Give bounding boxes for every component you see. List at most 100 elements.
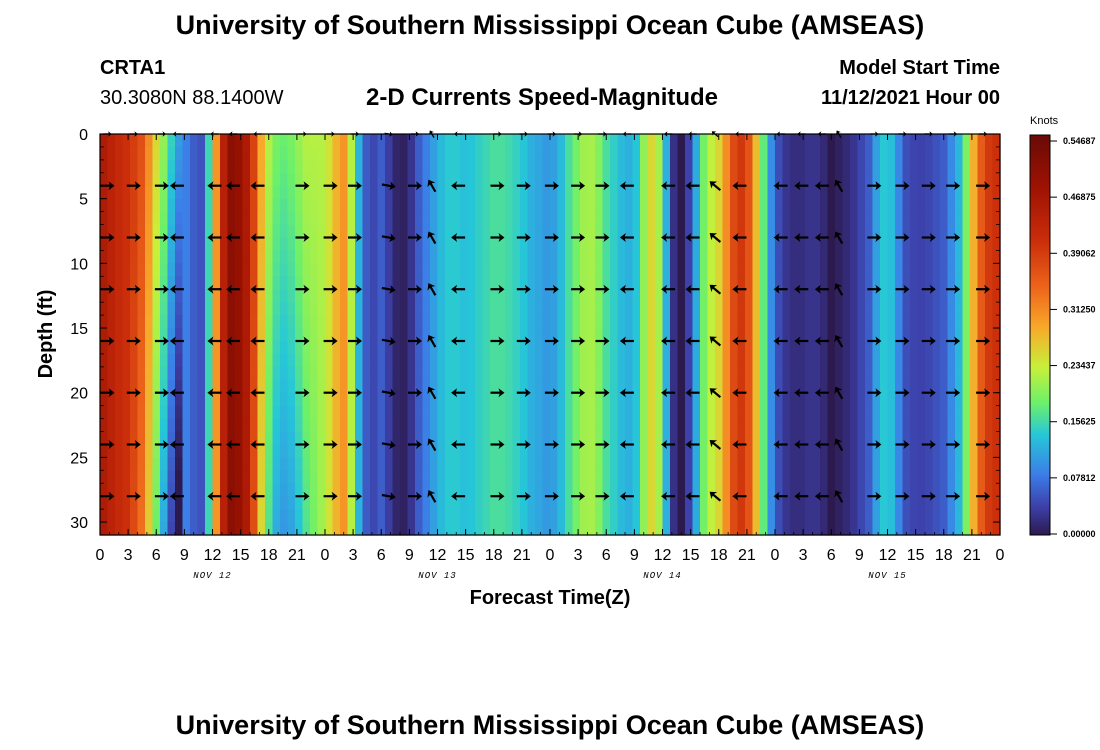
heat-cell — [550, 522, 559, 536]
heat-cell — [857, 379, 866, 394]
heat-cell — [407, 185, 416, 200]
heat-cell — [137, 328, 146, 342]
heat-cell — [872, 405, 881, 420]
heat-cell — [880, 185, 889, 200]
heat-cell — [145, 392, 154, 407]
day-label: NOV 12 — [193, 571, 231, 581]
heat-cell — [617, 340, 626, 355]
heat-cell — [527, 198, 536, 213]
heat-cell — [310, 457, 319, 471]
heat-cell — [580, 431, 589, 446]
current-arrow-head — [226, 440, 233, 449]
heat-cell — [355, 159, 364, 174]
heat-cell — [872, 146, 881, 161]
heat-cell — [220, 172, 229, 187]
heat-cell — [257, 172, 266, 187]
heat-cell — [685, 366, 694, 381]
heat-cell — [272, 444, 281, 458]
heat-cell — [617, 224, 626, 239]
current-arrow — [250, 233, 265, 242]
heat-cell — [767, 134, 776, 148]
current-arrow — [709, 440, 722, 450]
heat-cell — [340, 250, 349, 264]
heat-cell — [707, 366, 716, 381]
heat-cell — [347, 405, 356, 420]
heat-cell — [730, 431, 739, 446]
heat-cell — [550, 444, 559, 458]
heat-cell — [902, 405, 911, 420]
heat-cell — [902, 431, 911, 446]
heat-cell — [400, 146, 409, 161]
heat-cell — [482, 444, 491, 458]
heat-cell — [385, 470, 394, 484]
heat-cell — [797, 146, 806, 161]
heat-cell — [985, 366, 994, 381]
heat-cell — [115, 302, 124, 316]
heat-cell — [947, 315, 956, 329]
heat-cell — [655, 224, 664, 239]
current-arrow-head — [794, 233, 801, 242]
station-coordinates: 30.3080N 88.1400W — [100, 87, 284, 109]
heat-cell — [827, 263, 836, 277]
heat-cell — [662, 250, 671, 264]
heat-cell — [205, 366, 214, 381]
heat-cell — [887, 315, 896, 329]
current-arrow — [661, 440, 676, 449]
heat-cell — [790, 522, 799, 536]
heat-cell — [700, 483, 709, 497]
heat-cell — [385, 444, 394, 458]
heat-cell — [962, 237, 971, 252]
current-arrow-head — [834, 179, 843, 188]
current-arrow-head — [108, 181, 115, 191]
heat-cell — [160, 392, 169, 407]
heat-cell — [872, 496, 881, 510]
heat-cell — [722, 496, 731, 510]
heat-cell — [317, 444, 326, 458]
heat-cell — [137, 276, 146, 290]
heat-cell — [715, 263, 724, 277]
heat-cell — [992, 224, 1001, 239]
heat-cell — [887, 276, 896, 290]
heat-cell — [235, 172, 244, 187]
heat-cell — [400, 211, 409, 226]
heat-cell — [625, 276, 634, 290]
heat-cell — [212, 522, 221, 536]
heat-cell — [422, 289, 431, 303]
heat-cell — [977, 237, 986, 252]
heat-cell — [197, 172, 206, 187]
heat-cell — [977, 444, 986, 458]
current-arrow-head — [814, 491, 821, 501]
heat-cell — [107, 444, 116, 458]
heat-cell — [415, 444, 424, 458]
heat-cell — [137, 198, 146, 213]
heat-cell — [422, 431, 431, 446]
heat-cell — [377, 315, 386, 329]
heat-cell — [865, 522, 874, 536]
heat-cell — [520, 405, 529, 420]
heat-cell — [670, 431, 679, 446]
heat-cell — [115, 366, 124, 381]
heat-cell — [430, 276, 439, 290]
heat-cell — [857, 431, 866, 446]
heat-cell — [377, 185, 386, 200]
current-arrow-head — [619, 233, 626, 242]
heat-cell — [557, 134, 566, 148]
heat-cell — [250, 237, 259, 252]
heat-cell — [572, 431, 581, 446]
heat-cell — [737, 250, 746, 264]
heat-cell — [767, 470, 776, 484]
heat-cell — [850, 353, 859, 368]
heat-cell — [827, 211, 836, 226]
heat-cell — [400, 263, 409, 277]
heat-cell — [992, 353, 1001, 368]
heat-cell — [850, 392, 859, 407]
heat-cell — [932, 224, 941, 239]
heat-cell — [355, 470, 364, 484]
heat-cell — [460, 522, 469, 536]
heat-cell — [940, 392, 949, 407]
heat-cell — [865, 470, 874, 484]
heat-cell — [805, 159, 814, 174]
heat-cell — [497, 146, 506, 161]
heat-cell — [812, 379, 821, 394]
heat-cell — [467, 509, 476, 523]
